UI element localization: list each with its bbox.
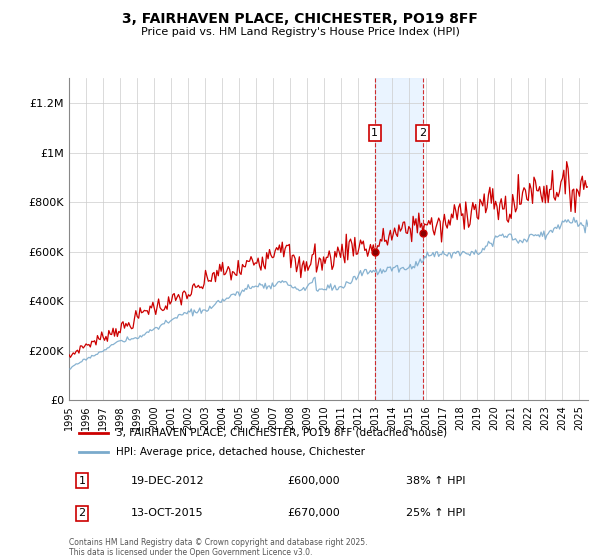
Bar	[375, 78, 423, 400]
Text: Price paid vs. HM Land Registry's House Price Index (HPI): Price paid vs. HM Land Registry's House …	[140, 27, 460, 37]
Text: 3, FAIRHAVEN PLACE, CHICHESTER, PO19 8FF: 3, FAIRHAVEN PLACE, CHICHESTER, PO19 8FF	[122, 12, 478, 26]
Text: 13-OCT-2015: 13-OCT-2015	[131, 508, 204, 519]
Text: 19-DEC-2012: 19-DEC-2012	[131, 475, 205, 486]
Text: 38% ↑ HPI: 38% ↑ HPI	[406, 475, 466, 486]
Text: £600,000: £600,000	[287, 475, 340, 486]
Text: 25% ↑ HPI: 25% ↑ HPI	[406, 508, 466, 519]
Text: HPI: Average price, detached house, Chichester: HPI: Average price, detached house, Chic…	[116, 447, 365, 457]
Text: 3, FAIRHAVEN PLACE, CHICHESTER, PO19 8FF (detached house): 3, FAIRHAVEN PLACE, CHICHESTER, PO19 8FF…	[116, 428, 447, 437]
Text: 2: 2	[79, 508, 86, 519]
Text: £670,000: £670,000	[287, 508, 340, 519]
Text: 1: 1	[79, 475, 85, 486]
Text: 1: 1	[371, 128, 378, 138]
Text: 2: 2	[419, 128, 427, 138]
Text: Contains HM Land Registry data © Crown copyright and database right 2025.
This d: Contains HM Land Registry data © Crown c…	[69, 538, 367, 557]
